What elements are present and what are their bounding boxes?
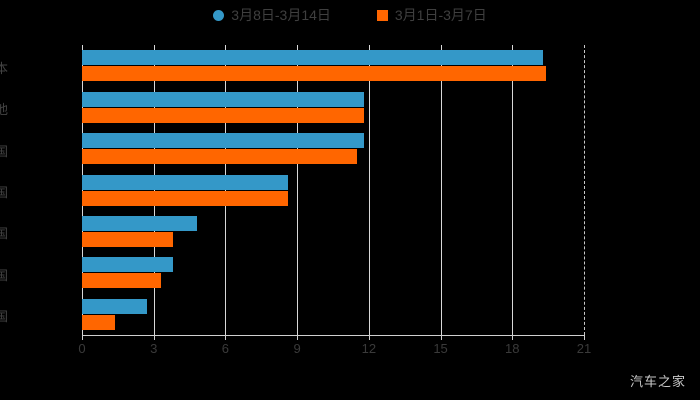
gridline <box>153 45 155 335</box>
bar[interactable] <box>82 149 357 165</box>
legend-entry-series-2[interactable]: 3月1日-3月7日 <box>376 7 487 23</box>
gridline <box>512 45 514 335</box>
bar[interactable] <box>82 190 288 206</box>
gridline <box>297 45 299 335</box>
gridline <box>584 45 585 335</box>
x-axis-tick-label: 6 <box>221 341 230 356</box>
legend-entry-series-1[interactable]: 3月8日-3月14日 <box>213 8 331 22</box>
x-axis-tick <box>584 335 585 340</box>
plot-area <box>82 45 585 335</box>
y-axis-category-label: 中国 <box>0 267 8 283</box>
x-axis-tick <box>297 335 299 340</box>
y-axis-category-label: 德国 <box>0 143 8 159</box>
bar[interactable] <box>82 257 173 273</box>
x-axis-tick-label: 18 <box>505 341 520 356</box>
y-axis-category-label: 美国 <box>0 309 8 325</box>
x-axis-tick <box>512 335 514 340</box>
bar[interactable] <box>82 273 161 289</box>
bar[interactable] <box>82 314 116 330</box>
y-axis-category-label: 英国 <box>0 226 8 242</box>
bar[interactable] <box>82 91 365 107</box>
x-axis-tick <box>82 335 83 340</box>
bar[interactable] <box>82 50 544 66</box>
bar[interactable] <box>82 133 365 149</box>
x-axis-tick <box>368 335 370 340</box>
bar[interactable] <box>82 215 197 231</box>
legend-label-series-1: 3月8日-3月14日 <box>231 7 331 23</box>
legend-swatch-circle-icon <box>213 9 225 21</box>
gridline <box>368 45 370 335</box>
bar[interactable] <box>82 66 546 82</box>
bar[interactable] <box>82 298 147 314</box>
y-axis-category-label: 日本 <box>0 60 8 76</box>
x-axis-tick <box>153 335 155 340</box>
y-axis-category-label: 韩国 <box>0 185 8 200</box>
x-axis-tick-label: 21 <box>576 341 592 356</box>
x-axis-line <box>82 335 585 336</box>
legend-label-series-2: 3月1日-3月7日 <box>394 7 487 23</box>
gridline <box>440 45 442 335</box>
bar[interactable] <box>82 174 288 190</box>
x-axis-tick-label: 15 <box>433 341 448 356</box>
x-axis-tick-label: 3 <box>150 341 158 356</box>
gridline <box>225 45 227 335</box>
x-axis-tick-label: 0 <box>78 341 86 356</box>
chart-legend: 3月8日-3月14日 3月1日-3月7日 <box>0 8 700 22</box>
x-axis-tick-label: 9 <box>293 341 301 356</box>
y-axis-category-label: 其他 <box>0 102 8 118</box>
x-axis-tick-label: 12 <box>361 341 377 356</box>
x-axis-tick <box>440 335 442 340</box>
bar[interactable] <box>82 231 173 247</box>
x-axis-tick <box>225 335 227 340</box>
bar[interactable] <box>82 107 365 123</box>
gridline <box>82 45 83 335</box>
legend-swatch-square-icon <box>376 9 388 21</box>
watermark: 汽车之家 <box>629 374 686 389</box>
